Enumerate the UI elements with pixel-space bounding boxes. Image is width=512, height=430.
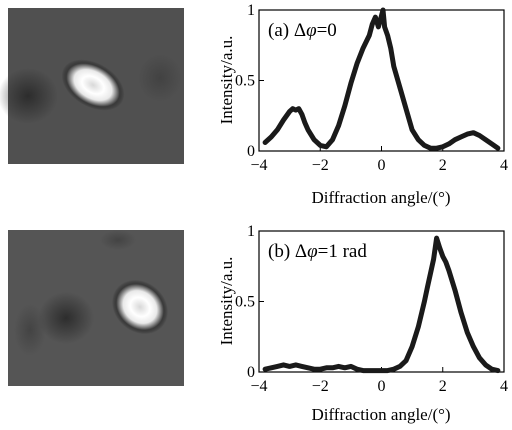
x-tick-label: 0 (378, 157, 386, 174)
dark-side-lobe (38, 292, 94, 344)
dark-side-lobe (14, 304, 46, 356)
annotation-prefix: (b) Δ (268, 241, 307, 262)
y-tick-label: 0.5 (235, 73, 255, 90)
panel-annotation: (a) Δφ=0 (268, 20, 337, 41)
x-tick-label: 0 (378, 378, 386, 395)
central-bright-spot (111, 279, 169, 335)
x-tick-label: 4 (500, 157, 508, 174)
x-tick-label: 2 (439, 157, 447, 174)
series-line (262, 235, 501, 374)
x-axis-label: Diffraction angle/(°) (311, 188, 450, 207)
farfield-image-a (0, 8, 184, 164)
y-tick-label: 0 (247, 364, 255, 381)
x-tick-label: −4 (250, 157, 267, 174)
series-line (262, 7, 501, 151)
annotation-suffix: =0 (317, 20, 337, 41)
annotation-suffix: =1 rad (318, 241, 368, 262)
x-tick-label: −4 (250, 378, 267, 395)
dark-side-lobe (0, 68, 58, 124)
plot-b: −4 −2 0 2 4 0 0.5 1 (b) Δφ=1 rad Intensity/a.u.… (217, 223, 508, 424)
y-tick-label: 1 (247, 2, 255, 19)
y-tick-label: 0.5 (235, 294, 255, 311)
annotation-symbol: φ (306, 20, 317, 41)
x-tick-label: 4 (500, 378, 508, 395)
y-tick-label: 0 (247, 143, 255, 160)
dark-side-lobe (138, 54, 182, 102)
y-axis-label: Intensity/a.u. (217, 257, 236, 346)
x-tick-label: 2 (439, 378, 447, 395)
x-tick-label: −2 (312, 378, 329, 395)
y-axis-label: Intensity/a.u. (217, 36, 236, 125)
ticks: −4 −2 0 2 4 0 0.5 1 (235, 223, 508, 395)
x-axis-label: Diffraction angle/(°) (311, 405, 450, 424)
annotation-prefix: (a) Δ (268, 20, 306, 41)
plot-a: −4 −2 0 2 4 0 0.5 1 (a) Δφ=0 Intensity/a.u. Dif… (217, 2, 508, 207)
annotation-symbol: φ (307, 241, 318, 262)
dark-side-lobe (100, 230, 136, 250)
central-bright-spot (61, 59, 125, 111)
panel-annotation: (b) Δφ=1 rad (268, 241, 367, 262)
farfield-image-b (8, 230, 184, 386)
y-tick-label: 1 (247, 223, 255, 240)
x-tick-label: −2 (312, 157, 329, 174)
ticks: −4 −2 0 2 4 0 0.5 1 (235, 2, 508, 174)
